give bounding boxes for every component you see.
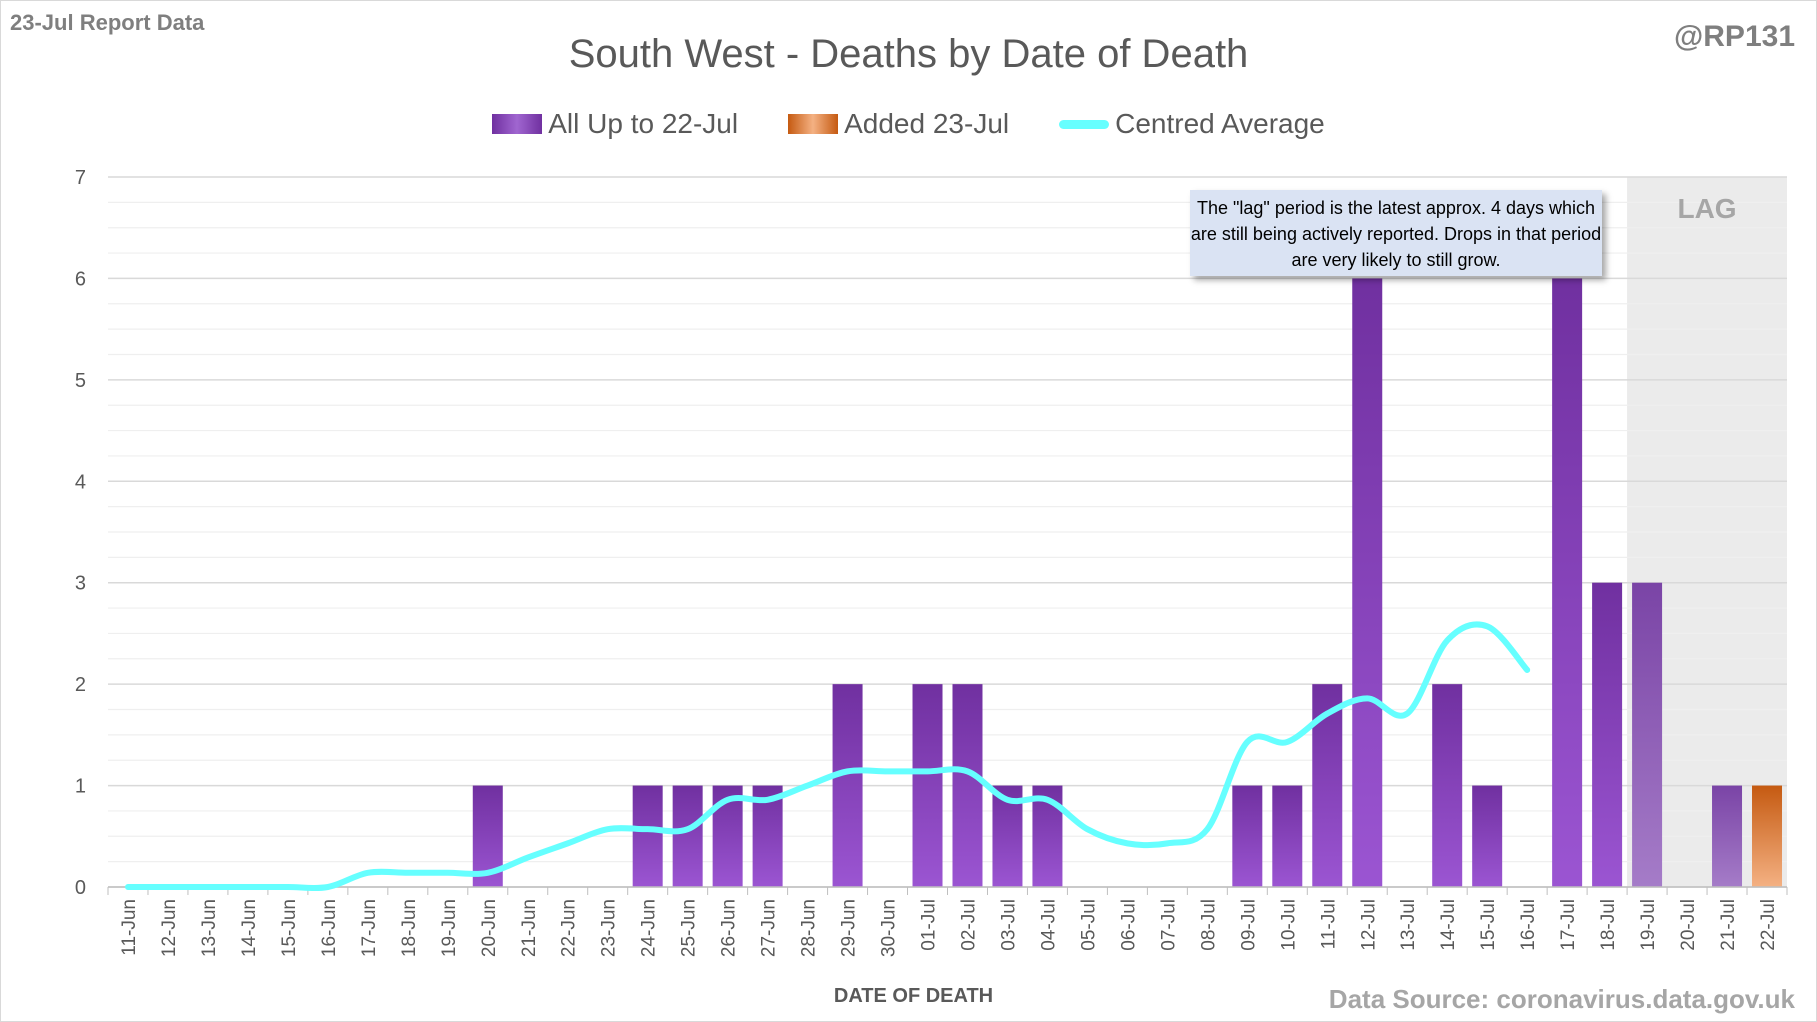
x-tick-label: 01-Jul [919,899,940,951]
x-tick-label: 11-Jun [119,899,140,956]
x-tick-label: 25-Jun [679,899,700,957]
y-tick-label: 3 [75,573,86,595]
bar-all-25-Jun [672,785,703,887]
x-tick-label: 18-Jun [399,899,420,957]
bar-all-14-Jul [1432,684,1463,887]
y-tick-label: 7 [75,167,86,189]
x-tick-label: 07-Jul [1158,899,1179,951]
bar-all-01-Jul [912,684,943,887]
bar-all-09-Jul [1232,785,1263,887]
report-date-label: 23-Jul Report Data [10,10,205,35]
x-tick-label: 19-Jun [439,899,460,957]
x-tick-label: 03-Jul [998,899,1019,951]
x-tick-label: 20-Jul [1678,899,1699,951]
bar-all-29-Jun [832,684,863,887]
chart-legend: All Up to 22-Jul Added 23-Jul Centred Av… [0,108,1817,140]
x-tick-label: 28-Jun [799,899,820,957]
author-handle: @RP131 [1674,20,1795,53]
y-tick-label: 0 [75,877,86,899]
x-tick-label: 19-Jul [1638,899,1659,951]
x-tick-label: 16-Jul [1518,899,1539,951]
y-tick-label: 5 [75,370,86,392]
x-tick-label: 08-Jul [1198,899,1219,951]
legend-item-average: Centred Average [1059,108,1325,140]
legend-swatch-line [1059,119,1110,129]
x-tick-label: 18-Jul [1598,899,1619,951]
x-tick-label: 14-Jul [1438,899,1459,951]
x-tick-label: 22-Jul [1758,899,1779,951]
x-tick-label: 05-Jul [1078,899,1099,951]
x-tick-label: 10-Jul [1278,899,1299,951]
legend-swatch-purple [492,114,543,134]
bar-all-12-Jul [1352,278,1383,887]
x-tick-label: 21-Jun [519,899,540,957]
bar-all-24-Jun [632,785,663,887]
lag-annotation: The "lag" period is the latest approx. 4… [1190,190,1602,276]
x-tick-label: 22-Jun [559,899,580,957]
centred-average-line [124,621,1531,892]
bar-all-19-Jul [1632,582,1663,887]
bar-all-10-Jul [1272,785,1303,887]
x-tick-label: 23-Jun [599,899,620,957]
x-tick-label: 11-Jul [1318,899,1339,949]
chart-title: South West - Deaths by Date of Death [568,32,1249,76]
x-tick-label: 17-Jul [1558,899,1579,951]
y-tick-label: 4 [75,471,86,493]
x-axis-title: DATE OF DEATH [833,985,994,1007]
bar-all-21-Jul [1712,785,1743,887]
y-tick-label: 6 [75,268,86,290]
x-tick-label: 02-Jul [958,899,979,951]
bar-all-17-Jul [1552,278,1583,887]
bar-all-18-Jul [1592,582,1623,887]
x-tick-label: 09-Jul [1238,899,1259,951]
x-tick-label: 13-Jun [199,899,220,957]
legend-label: All Up to 22-Jul [548,108,739,139]
x-tick-label: 04-Jul [1038,899,1059,951]
y-tick-label: 1 [75,776,86,798]
y-tick-label: 2 [75,674,86,696]
x-tick-label: 29-Jun [839,899,860,957]
x-tick-label: 12-Jul [1358,899,1379,951]
legend-label: Centred Average [1115,108,1325,139]
data-source: Data Source: coronavirus.data.gov.uk [1328,984,1795,1014]
legend-swatch-orange [788,114,839,134]
x-tick-label: 12-Jun [159,899,180,957]
x-tick-label: 26-Jun [719,899,740,957]
x-tick-label: 13-Jul [1398,899,1419,951]
x-tick-label: 20-Jun [479,899,500,957]
x-tick-label: 30-Jun [879,899,900,957]
bar-all-15-Jul [1472,785,1503,887]
legend-item-added: Added 23-Jul [788,108,1009,140]
x-tick-label: 14-Jun [239,899,260,957]
x-tick-label: 15-Jul [1478,899,1499,951]
bar-added-22-Jul [1752,785,1783,887]
x-tick-label: 27-Jun [759,899,780,957]
bar-all-02-Jul [952,684,983,887]
x-tick-label: 15-Jun [279,899,300,957]
legend-label: Added 23-Jul [844,108,1010,139]
x-tick-label: 06-Jul [1118,899,1139,951]
x-tick-label: 21-Jul [1718,899,1739,951]
lag-label: LAG [1677,193,1736,224]
x-tick-label: 24-Jun [639,899,660,957]
legend-item-all: All Up to 22-Jul [492,108,738,140]
x-tick-label: 17-Jun [359,899,380,957]
x-tick-label: 16-Jun [319,899,340,957]
